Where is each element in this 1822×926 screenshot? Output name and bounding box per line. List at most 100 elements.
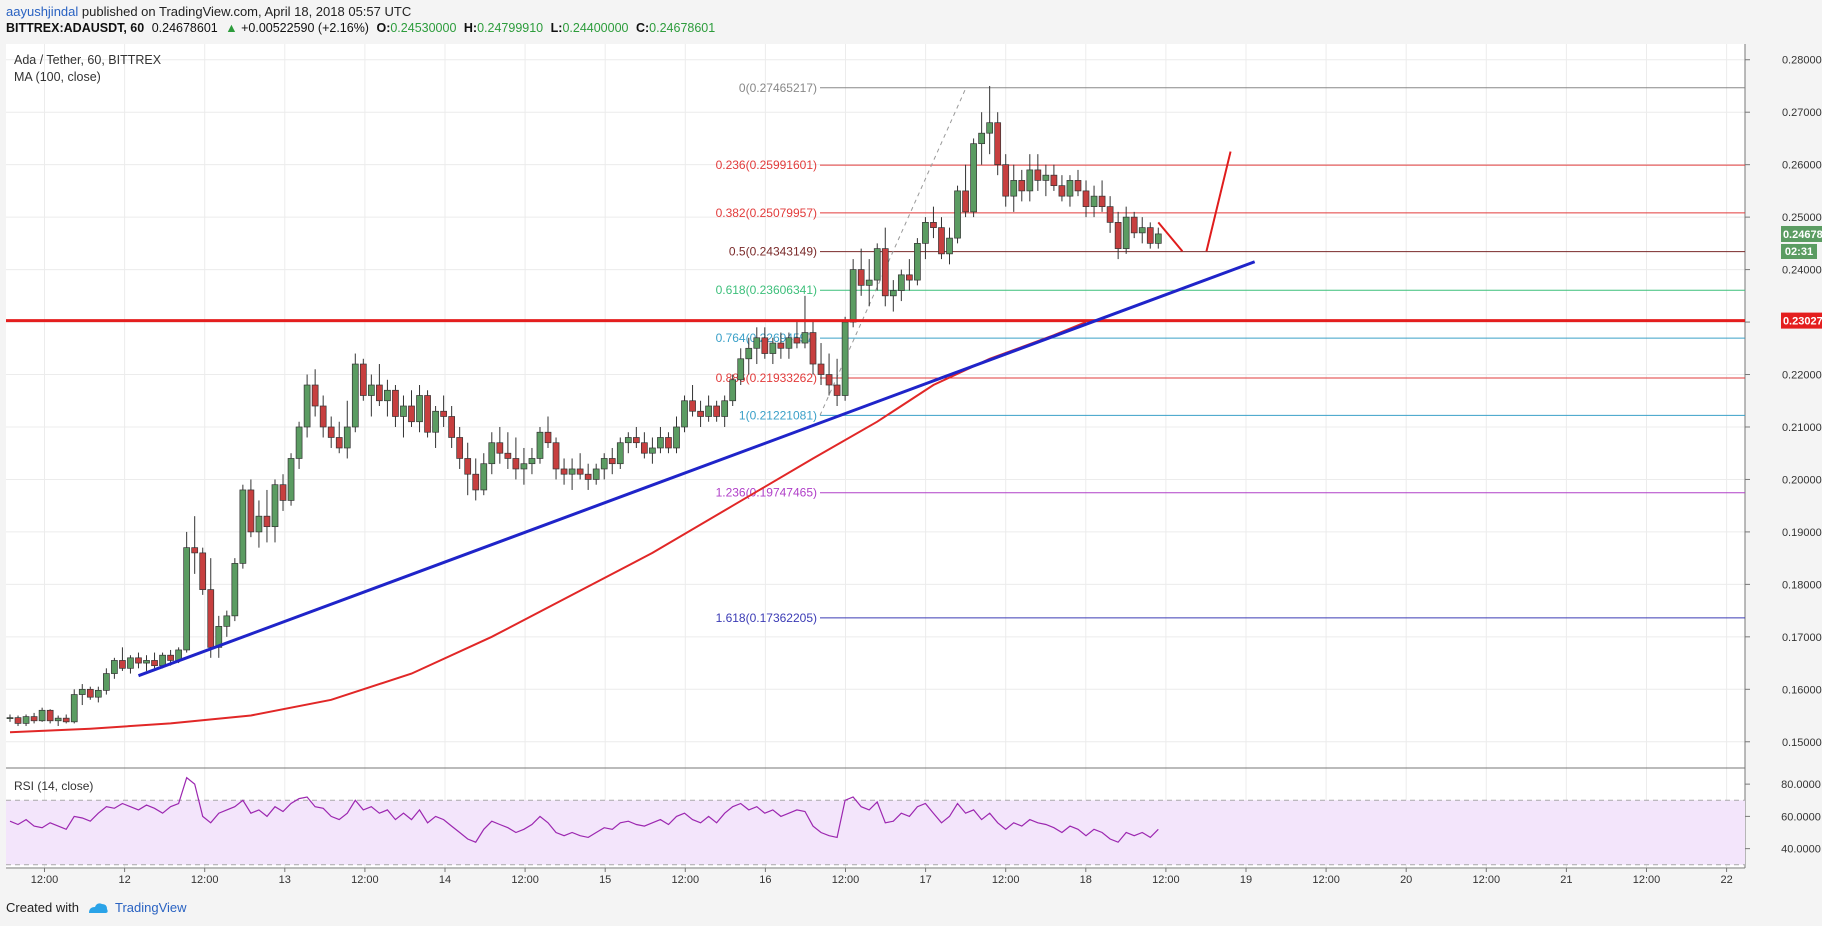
candle-body (729, 379, 737, 402)
fib-level-label: 0.236(0.25991601) (716, 158, 817, 172)
time-tick-label: 13 (279, 874, 291, 886)
candle-body (408, 405, 415, 423)
candle-body (608, 458, 616, 465)
time-tick-label: 12:00 (1633, 874, 1661, 886)
candle-body (22, 716, 30, 724)
price-tick-label: 0.28000000 (1782, 55, 1822, 67)
fib-level-label: 0.382(0.25079957) (716, 206, 817, 220)
candle-body (38, 709, 46, 722)
candle-body (954, 190, 961, 239)
candle-body (922, 222, 929, 244)
candle-body (488, 442, 496, 465)
open-value: 0.24530000 (390, 21, 457, 35)
candle-body (713, 405, 720, 417)
candle-body (504, 452, 512, 459)
candle-body (199, 552, 207, 590)
candles (6, 85, 1162, 727)
countdown-badge: 02:31 (1785, 246, 1813, 258)
overlay-lines (6, 151, 1745, 734)
high-label: H: (463, 21, 478, 35)
candle-body (1066, 180, 1074, 197)
last-price-badge-bg (1781, 225, 1822, 242)
candle-body (689, 400, 696, 412)
created-with-text: Created with (6, 900, 79, 915)
candle-body (263, 515, 271, 528)
time-tick-label: 12:00 (1312, 874, 1340, 886)
candle-body (1042, 174, 1050, 181)
candle-body (568, 468, 576, 475)
candle-body (889, 290, 897, 297)
candle-body (825, 374, 833, 386)
fib-level-label: 1.618(0.17362205) (716, 611, 817, 625)
time-tick-label: 12:00 (351, 874, 379, 886)
candle-body (785, 337, 793, 349)
candle-body (1114, 222, 1122, 249)
candle-body (592, 468, 600, 480)
candle-body (279, 484, 287, 501)
candle-body (769, 342, 777, 354)
candle-body (1146, 227, 1154, 244)
candle-body (424, 395, 431, 433)
publish-info: aayushjindal published on TradingView.co… (6, 4, 411, 19)
candle-body (54, 717, 62, 722)
time-axis[interactable]: 12:00 12 12:00 13 12:00 14 12:00 15 12:00 16 12:00… (31, 868, 1733, 886)
candle-body (1058, 185, 1066, 197)
price-tick-label: 0.21000000 (1782, 422, 1822, 434)
last-price: 0.24678601 (151, 21, 218, 35)
candle-body (62, 717, 70, 723)
candle-body (616, 442, 624, 465)
candle-body (167, 654, 174, 661)
candle-body (384, 389, 391, 402)
candle-body (271, 484, 279, 528)
open-label: O: (376, 21, 391, 35)
price-tick-label: 0.19000000 (1782, 527, 1822, 539)
candle-body (223, 615, 231, 627)
candle-body (745, 347, 753, 360)
candle-body (30, 716, 38, 722)
candle-body (46, 709, 54, 722)
candle-body (191, 547, 199, 554)
candle-body (127, 657, 134, 669)
candle-body (1082, 190, 1090, 207)
fib-retracement: 0(0.27465217) 0.236(0.25991601) 0.382(0.25… (716, 81, 1745, 625)
footer: Created with TradingView (6, 900, 187, 915)
candle-body (343, 426, 351, 449)
candle-body (94, 690, 102, 698)
candle-body (632, 437, 640, 444)
candle-body (151, 660, 158, 667)
rsi-tick-label: 40.0000 (1781, 844, 1821, 856)
price-tick-label: 0.15000000 (1782, 737, 1822, 749)
candle-body (1154, 233, 1162, 244)
tradingview-link[interactable]: TradingView (114, 900, 187, 915)
price-tick-label: 0.20000000 (1782, 474, 1822, 486)
candle-body (295, 426, 303, 459)
candle-body (793, 337, 801, 344)
candle-body (841, 321, 849, 396)
price-axis[interactable]: 0.28000000 0.27000000 0.26000000 0.25000000… (1745, 55, 1822, 856)
candle-body (6, 717, 14, 719)
indicator-label: MA (100, close) (14, 70, 101, 84)
candle-body (897, 274, 905, 291)
candle-body (303, 384, 311, 428)
candle-body (970, 143, 977, 213)
rsi-tick-label: 80.0000 (1781, 779, 1821, 791)
close-label: C: (635, 21, 650, 35)
time-tick-label: 20 (1400, 874, 1412, 886)
candle-body (183, 547, 191, 651)
candle-body (777, 342, 785, 349)
candle-body (665, 437, 672, 449)
candle-body (657, 437, 664, 449)
price-tick-label: 0.27000000 (1782, 107, 1822, 119)
candle-body (111, 660, 118, 674)
candle-body (576, 468, 584, 475)
candle-body (143, 660, 150, 664)
candle-body (705, 405, 712, 417)
candle-body (464, 458, 472, 475)
candle-body (1034, 169, 1042, 181)
close-value: 0.24678601 (649, 21, 716, 35)
author-link[interactable]: aayushjindal (6, 4, 79, 19)
candle-body (368, 384, 375, 396)
fib-level-label: 0.5(0.24343149) (729, 245, 817, 259)
candle-body (327, 426, 335, 438)
